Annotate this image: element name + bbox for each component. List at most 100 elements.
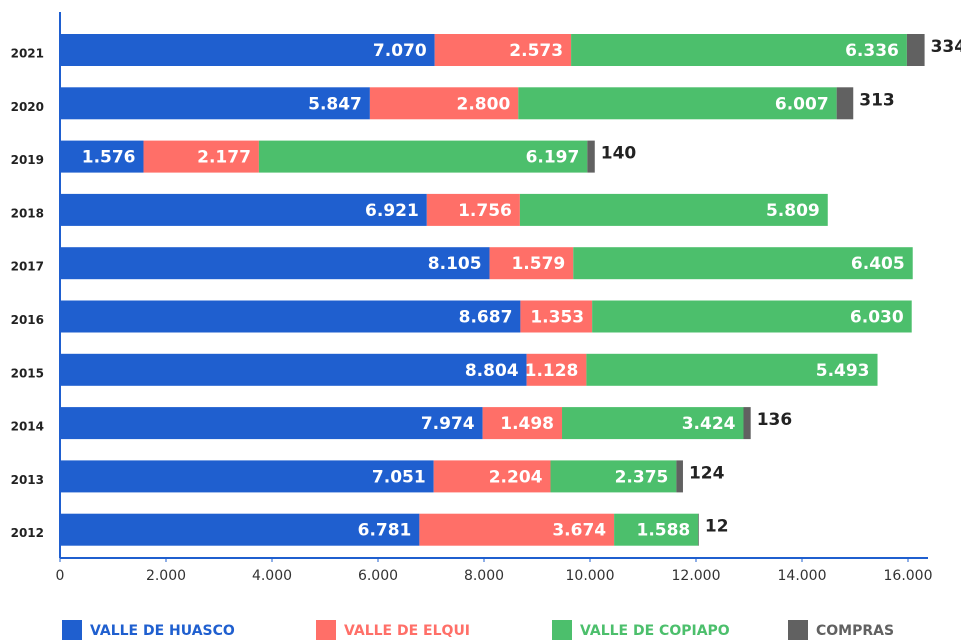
- y-tick-label: 2013: [11, 473, 44, 487]
- x-tick-label: 4.000: [252, 568, 292, 584]
- y-tick-label: 2017: [11, 260, 44, 274]
- bar-segment: [482, 407, 563, 440]
- bar-segment: [676, 460, 683, 493]
- bar-segment: [562, 407, 744, 440]
- bar-segment: [586, 353, 878, 386]
- bar-segment: [60, 193, 427, 226]
- bar-segment: [369, 87, 519, 120]
- y-tick-label: 2020: [11, 100, 44, 114]
- value-label: 313: [859, 90, 895, 110]
- x-tick-label: 6.000: [358, 568, 398, 584]
- bar-segment: [258, 140, 588, 173]
- y-tick-label: 2016: [11, 313, 44, 327]
- value-label: 6.197: [526, 148, 580, 168]
- x-tick-label: 14.000: [778, 568, 827, 584]
- legend-label: VALLE DE COPIAPO: [580, 623, 730, 639]
- bar-segment: [60, 140, 144, 173]
- value-label: 124: [689, 463, 725, 483]
- value-label: 6.007: [775, 94, 829, 114]
- value-label: 2.375: [615, 467, 669, 487]
- x-tick-label: 12.000: [672, 568, 721, 584]
- bar-segment: [550, 460, 677, 493]
- value-label: 1.576: [82, 148, 136, 168]
- y-tick-label: 2014: [11, 420, 44, 434]
- legend-swatch: [316, 620, 336, 640]
- bar-segment: [592, 300, 912, 333]
- bar-segment: [60, 87, 370, 120]
- value-label: 7.051: [372, 467, 426, 487]
- value-label: 1.579: [511, 254, 565, 274]
- bar-segment: [518, 87, 837, 120]
- value-label: 1.353: [530, 308, 584, 328]
- bar-segment: [587, 140, 595, 173]
- bar-segment: [836, 87, 854, 120]
- value-label: 2.204: [489, 467, 543, 487]
- bar-segment: [419, 513, 615, 546]
- bar-segment: [573, 247, 913, 280]
- value-label: 136: [757, 410, 793, 430]
- value-label: 12: [705, 517, 729, 537]
- y-tick-label: 2021: [11, 47, 44, 61]
- legend-swatch: [62, 620, 82, 640]
- bar-segment: [426, 193, 520, 226]
- bar-segment: [60, 460, 434, 493]
- bar-segment: [60, 353, 527, 386]
- value-label: 2.800: [457, 94, 511, 114]
- bar-segment: [743, 407, 751, 440]
- value-label: 5.493: [816, 361, 870, 381]
- y-tick-label: 2012: [11, 526, 44, 540]
- value-label: 7.974: [421, 414, 475, 434]
- value-label: 3.424: [682, 414, 736, 434]
- bar-segment: [60, 300, 521, 333]
- legend-swatch: [788, 620, 808, 640]
- value-label: 8.105: [428, 254, 482, 274]
- legend-label: VALLE DE HUASCO: [90, 623, 235, 639]
- value-label: 3.674: [552, 521, 606, 541]
- value-label: 2.573: [509, 41, 563, 61]
- y-tick-label: 2015: [11, 366, 44, 380]
- value-label: 8.804: [465, 361, 519, 381]
- x-tick-label: 8.000: [464, 568, 504, 584]
- value-label: 8.687: [459, 308, 513, 328]
- value-label: 7.070: [373, 41, 427, 61]
- y-tick-label: 2018: [11, 206, 44, 220]
- value-label: 5.847: [308, 94, 362, 114]
- bar-segment: [698, 513, 699, 546]
- value-label: 1.128: [525, 361, 579, 381]
- bar-segment: [519, 193, 828, 226]
- y-tick-label: 2019: [11, 153, 44, 167]
- bar-segment: [433, 460, 551, 493]
- x-tick-label: 16.000: [884, 568, 933, 584]
- value-label: 5.809: [766, 201, 820, 221]
- x-tick-label: 0: [56, 568, 65, 584]
- bar-segment: [906, 34, 925, 66]
- bar-segment: [434, 34, 572, 66]
- legend-label: COMPRAS: [816, 623, 894, 639]
- bar-segment: [489, 247, 574, 280]
- value-label: 1.498: [500, 414, 554, 434]
- bar-segment: [526, 353, 587, 386]
- value-label: 6.030: [850, 308, 904, 328]
- value-label: 334: [931, 37, 961, 57]
- value-label: 6.781: [358, 521, 412, 541]
- bar-segment: [520, 300, 593, 333]
- value-label: 6.921: [365, 201, 419, 221]
- value-label: 140: [601, 144, 637, 164]
- bar-segment: [60, 513, 420, 546]
- value-label: 2.177: [197, 148, 251, 168]
- bar-segment: [143, 140, 259, 173]
- x-tick-label: 2.000: [146, 568, 186, 584]
- x-tick-label: 10.000: [566, 568, 615, 584]
- value-label: 6.405: [851, 254, 905, 274]
- bar-segment: [60, 407, 483, 440]
- value-label: 1.756: [458, 201, 512, 221]
- bar-segment: [614, 513, 699, 546]
- legend-swatch: [552, 620, 572, 640]
- bar-segment: [60, 34, 435, 66]
- legend-label: VALLE DE ELQUI: [344, 623, 470, 639]
- value-label: 1.588: [636, 521, 690, 541]
- bar-segment: [60, 247, 490, 280]
- bar-segment: [571, 34, 907, 66]
- value-label: 6.336: [845, 41, 899, 61]
